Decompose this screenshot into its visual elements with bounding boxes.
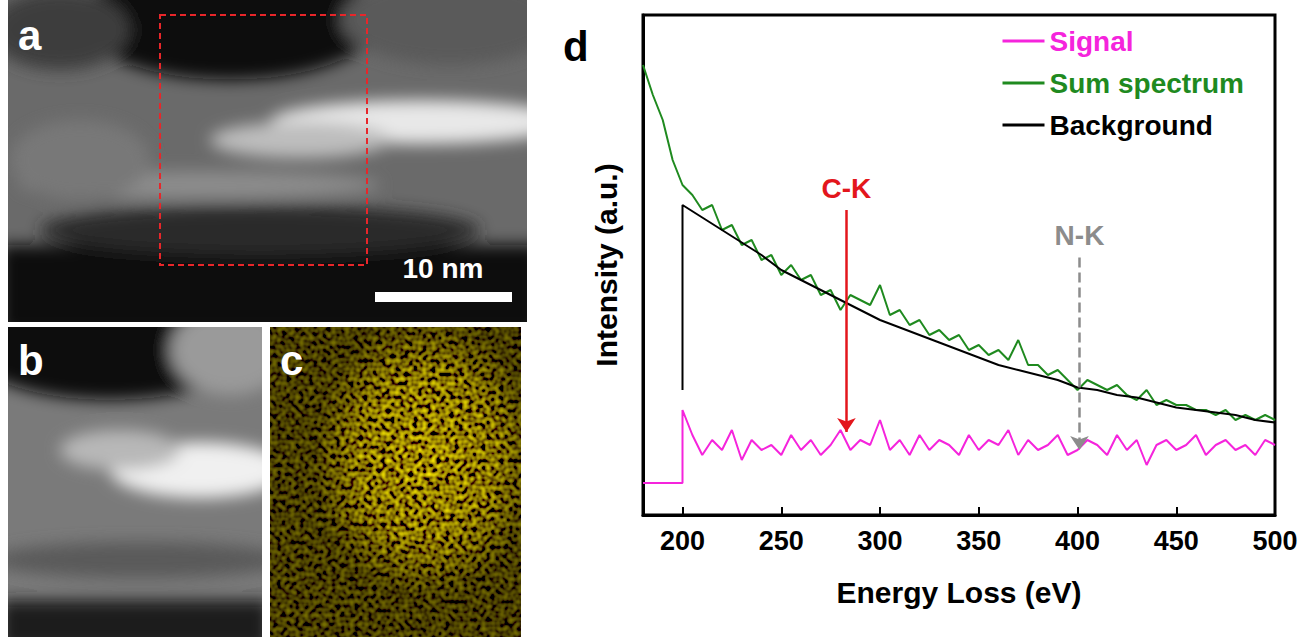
svg-text:300: 300 (857, 526, 902, 556)
svg-text:N-K: N-K (1055, 220, 1105, 251)
svg-text:Background: Background (1050, 110, 1213, 141)
svg-text:a: a (18, 12, 42, 59)
svg-text:d: d (563, 23, 589, 70)
svg-text:10 nm: 10 nm (403, 253, 484, 284)
svg-text:Energy Loss (eV): Energy Loss (eV) (836, 576, 1081, 609)
svg-text:200: 200 (660, 526, 705, 556)
svg-text:C-K: C-K (822, 173, 872, 204)
svg-text:250: 250 (759, 526, 804, 556)
svg-text:500: 500 (1252, 526, 1297, 556)
svg-text:400: 400 (1055, 526, 1100, 556)
svg-text:b: b (18, 337, 44, 384)
svg-text:Sum spectrum: Sum spectrum (1050, 68, 1245, 99)
svg-text:Signal: Signal (1050, 26, 1134, 57)
svg-text:Intensity (a.u.): Intensity (a.u.) (590, 163, 623, 366)
svg-text:c: c (280, 337, 303, 384)
svg-text:450: 450 (1154, 526, 1199, 556)
svg-text:350: 350 (956, 526, 1001, 556)
